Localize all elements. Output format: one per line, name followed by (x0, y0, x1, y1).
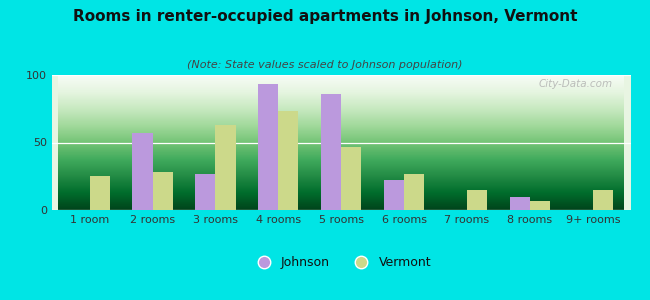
Bar (133, 133, 153, 210)
Bar (593, 190, 613, 210)
Legend: Johnson, Vermont: Johnson, Vermont (246, 251, 436, 274)
Bar (467, 190, 487, 210)
Bar (530, 200, 550, 210)
Bar (90, 176, 110, 210)
Bar (510, 196, 530, 210)
Bar (216, 125, 235, 210)
Bar (321, 94, 341, 210)
Text: (Note: State values scaled to Johnson population): (Note: State values scaled to Johnson po… (187, 60, 463, 70)
Bar (278, 111, 298, 210)
Text: City-Data.com: City-Data.com (539, 79, 613, 89)
Bar (384, 180, 404, 210)
Text: Rooms in renter-occupied apartments in Johnson, Vermont: Rooms in renter-occupied apartments in J… (73, 9, 577, 24)
Bar (341, 147, 361, 210)
Bar (404, 173, 424, 210)
Bar (196, 173, 216, 210)
Bar (258, 84, 278, 210)
Bar (153, 172, 173, 210)
